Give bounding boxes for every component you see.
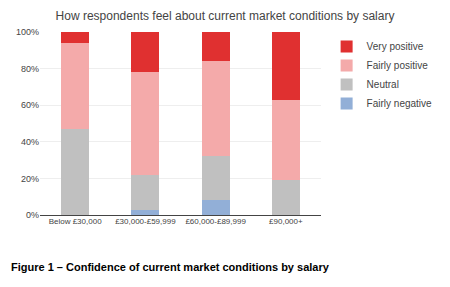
svg-text:Below £30,000: Below £30,000 xyxy=(49,217,102,226)
svg-text:£90,000+: £90,000+ xyxy=(269,217,303,226)
svg-text:60%: 60% xyxy=(21,100,39,110)
svg-text:£30,000-£59,999: £30,000-£59,999 xyxy=(115,217,176,226)
svg-text:How respondents feel about cur: How respondents feel about current marke… xyxy=(56,9,395,23)
svg-text:80%: 80% xyxy=(21,64,39,74)
svg-text:Fairly negative: Fairly negative xyxy=(367,98,432,109)
svg-text:Very positive: Very positive xyxy=(367,41,424,52)
svg-text:Fairly positive: Fairly positive xyxy=(367,60,429,71)
svg-text:Figure 1 – Confidence of curre: Figure 1 – Confidence of current market … xyxy=(11,261,330,273)
svg-text:0%: 0% xyxy=(26,210,39,220)
svg-text:40%: 40% xyxy=(21,137,39,147)
svg-text:Neutral: Neutral xyxy=(367,79,399,90)
svg-text:100%: 100% xyxy=(16,27,39,37)
svg-text:20%: 20% xyxy=(21,174,39,184)
svg-text:£60,000-£89,999: £60,000-£89,999 xyxy=(185,217,246,226)
